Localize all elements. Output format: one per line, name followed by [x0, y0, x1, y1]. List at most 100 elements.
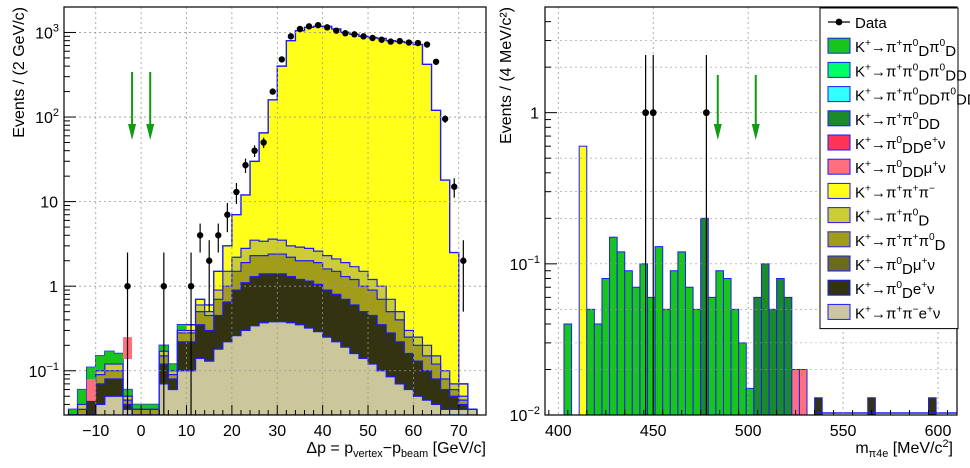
data-point [333, 27, 340, 34]
legend-swatch [827, 182, 851, 199]
data-point [287, 33, 295, 40]
data-point [305, 23, 313, 30]
x-tick-label: 0 [137, 423, 146, 440]
legend-swatch [827, 279, 851, 296]
data-point [460, 257, 467, 264]
legend-swatch [827, 110, 851, 127]
mc-bar [692, 308, 702, 416]
mc-bar [677, 251, 686, 416]
legend-swatch [827, 134, 851, 151]
y-tick-label: 102 [35, 107, 59, 127]
legend-label: K+→π+π+π0D [855, 232, 946, 254]
left-plot-panel: −10 0 10 20 30 40 50 60 70 10−1 1 10 102 103 Δp = pver… [11, 6, 487, 460]
legend-label: K+→π0DDμ+ν [855, 159, 946, 181]
mc-bar [700, 217, 709, 416]
data-point [196, 232, 204, 239]
y-tick-label: 1 [530, 106, 539, 123]
y-axis-title: Events / (4 MeV/c²) [498, 7, 515, 144]
data-point [233, 188, 240, 196]
data-point [451, 183, 458, 190]
legend-swatch [827, 231, 851, 248]
mc-bar [631, 286, 641, 416]
mc-bar [791, 368, 800, 416]
mc-bar [684, 286, 694, 416]
y-tick-label: 10−1 [510, 254, 540, 274]
legend-swatch [827, 158, 851, 175]
x-tick-label: 450 [640, 423, 667, 440]
data-point [351, 31, 358, 38]
y-tick-label: 10 [40, 195, 58, 212]
mc-bar [707, 296, 717, 416]
legend-swatch [827, 37, 851, 54]
x-tick-label: 550 [830, 423, 857, 440]
mc-bar [654, 246, 664, 416]
mc-bar [639, 263, 649, 416]
data-point [387, 38, 394, 45]
data-point [160, 282, 168, 290]
data-point [378, 36, 385, 43]
legend-swatch [827, 86, 851, 103]
mc-bar [783, 296, 793, 416]
legend-label: K+→π+π−e+ν [855, 304, 940, 322]
mc-bar [745, 387, 755, 416]
legend-swatch [827, 303, 851, 320]
x-tick-label: 400 [545, 423, 572, 440]
data-point [414, 39, 422, 47]
data-point [206, 257, 213, 264]
y-axis-title: Events / (2 GeV/c) [11, 7, 28, 138]
mc-bar [753, 296, 762, 416]
legend-label: K+→π0De+ν [855, 280, 935, 302]
stack-kmu3-dd-bin [86, 378, 96, 401]
y-tick-label: 103 [35, 22, 59, 42]
legend-label: K+→π+π0DDπ0DD [855, 87, 970, 109]
legend-swatch [827, 207, 851, 224]
mc-bar [760, 263, 770, 416]
x-tick-label: −10 [82, 423, 109, 440]
mc-bar [730, 308, 740, 416]
right-plot-panel: 400 450 500 550 600 10−2 10−1 1 mπ4e [MeV/c2] Eve… [498, 6, 970, 460]
data-point [702, 109, 710, 117]
mc-bar [722, 277, 732, 416]
data-point [187, 282, 195, 290]
legend-label: K+→π+π0D [855, 208, 929, 230]
legend-swatch [827, 61, 851, 78]
data-point [260, 139, 267, 146]
x-tick-label: 10 [178, 423, 196, 440]
signal-region-arrowhead [713, 124, 722, 140]
signal-region-arrowhead [146, 124, 155, 140]
plot-frame [63, 6, 487, 416]
x-axis-title: mπ4e [MeV/c2] [855, 438, 953, 460]
x-tick-label: 50 [359, 423, 377, 440]
data-point [369, 34, 376, 42]
data-point [296, 25, 304, 33]
mc-bar [738, 342, 747, 416]
mc-bar [601, 277, 611, 416]
data-point [642, 109, 650, 117]
data-point [360, 33, 367, 40]
mc-bar [798, 368, 808, 416]
data-point [215, 232, 222, 239]
data-point [242, 161, 249, 169]
mc-bar [578, 145, 588, 416]
signal-region-arrowhead [751, 124, 760, 140]
mc-bar [647, 296, 656, 416]
mc-bar [586, 308, 595, 416]
data-point [441, 115, 449, 123]
mc-bar [776, 277, 785, 416]
legend-label: K+→π0DDe+ν [855, 135, 945, 157]
mc-bar [616, 251, 626, 416]
stack-ke3 [68, 321, 478, 415]
signal-region-arrowhead [128, 124, 137, 140]
x-tick-label: 40 [314, 423, 332, 440]
x-tick-label: 30 [268, 423, 286, 440]
legend-label: Data [855, 15, 887, 32]
data-point [396, 37, 403, 45]
mc-bar [662, 308, 671, 416]
x-axis-title: Δp = pvertex−pbeam [GeV/c] [306, 440, 486, 460]
data-point [314, 21, 322, 29]
data-point [342, 30, 349, 37]
data-point [224, 211, 231, 218]
data-point [432, 58, 440, 65]
